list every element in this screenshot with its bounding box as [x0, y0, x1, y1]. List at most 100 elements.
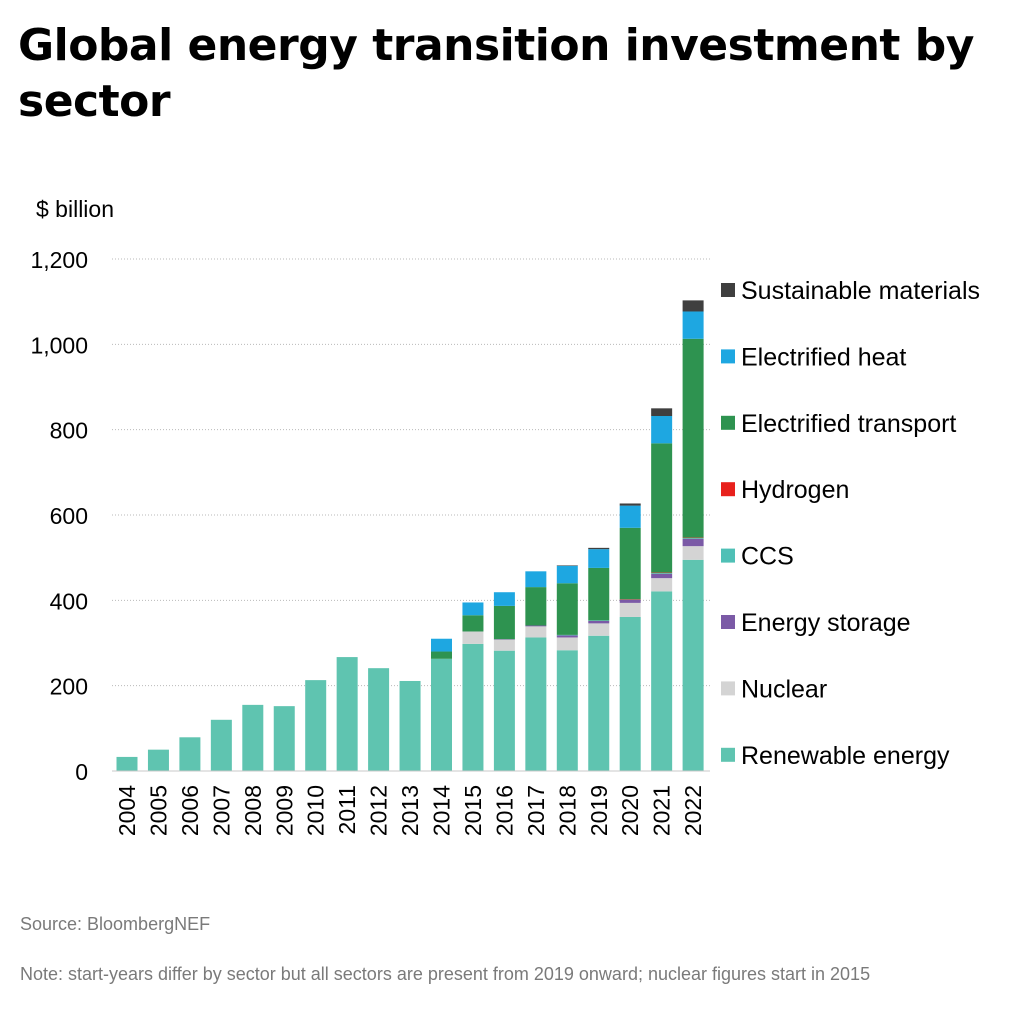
bar-segment-electrified-heat: [431, 638, 452, 652]
bar-segment-renewable-energy: [116, 756, 138, 771]
legend-swatch: [721, 615, 735, 629]
legend-label: Sustainable materials: [741, 277, 980, 305]
gridlines: [112, 258, 710, 687]
bar-segment-ccs: [651, 573, 673, 574]
y-tick-label: 200: [50, 674, 88, 700]
bar-segment-energy-storage: [619, 599, 641, 603]
y-tick-label: 0: [75, 759, 88, 785]
legend-label: Electrified transport: [741, 410, 956, 438]
legend-label: Hydrogen: [741, 476, 849, 504]
legend-swatch: [721, 747, 735, 762]
legend-item: Hydrogen: [721, 476, 849, 504]
bar-segment-renewable-energy: [399, 680, 421, 771]
bar-segment-renewable-energy: [493, 650, 515, 771]
bar-segment-ccs: [588, 620, 610, 621]
footnote: Note: start-years differ by sector but a…: [20, 964, 871, 984]
bars: [116, 300, 704, 771]
x-tick-label: 2013: [397, 785, 423, 836]
legend-item: CCS: [721, 543, 794, 571]
bar-segment-renewable-energy: [588, 635, 610, 771]
bar-segment-sustainable-materials: [588, 547, 610, 550]
bar-segment-electrified-transport: [462, 615, 484, 632]
x-tick-label: 2009: [271, 785, 297, 836]
bar-segment-renewable-energy: [179, 737, 201, 771]
bar-segment-energy-storage: [556, 635, 578, 638]
bar-segment-electrified-heat: [462, 602, 484, 616]
x-tick-label: 2004: [114, 785, 140, 836]
bar-segment-energy-storage: [525, 625, 547, 627]
bar-segment-renewable-energy: [682, 559, 704, 771]
bar-segment-renewable-energy: [556, 650, 578, 771]
legend-label: CCS: [741, 543, 794, 571]
bar-segment-energy-storage: [651, 573, 673, 579]
bar-segment-renewable-energy: [368, 668, 390, 771]
x-tick-label: 2010: [303, 785, 329, 836]
bar-segment-nuclear: [588, 623, 610, 636]
y-tick-label: 600: [50, 503, 88, 529]
bar-segment-sustainable-materials: [619, 503, 641, 506]
bar-segment-electrified-transport: [525, 587, 547, 626]
bar-segment-sustainable-materials: [651, 408, 673, 417]
x-tick-label: 2021: [649, 785, 675, 836]
x-tick-label: 2015: [460, 785, 486, 836]
bar-segment-electrified-heat: [619, 505, 641, 528]
legend-swatch: [721, 415, 735, 430]
bar-segment-renewable-energy: [210, 719, 232, 771]
bar-segment-electrified-transport: [651, 443, 673, 573]
bar-segment-renewable-energy: [336, 657, 358, 771]
x-tick-label: 2012: [366, 785, 392, 836]
bar-segment-sustainable-materials: [682, 300, 704, 312]
bar-segment-renewable-energy: [242, 704, 264, 771]
bar-segment-energy-storage: [682, 538, 704, 547]
legend-item: Sustainable materials: [721, 277, 980, 305]
legend-label: Nuclear: [741, 675, 827, 703]
bar-segment-electrified-transport: [619, 527, 641, 600]
x-tick-label: 2019: [586, 785, 612, 836]
x-tick-label: 2020: [617, 785, 643, 836]
bar-segment-ccs: [682, 538, 704, 539]
x-tick-label: 2005: [145, 785, 171, 836]
bar-segment-electrified-heat: [588, 549, 610, 568]
bar-segment-nuclear: [556, 637, 578, 651]
x-tick-label: 2018: [554, 785, 580, 836]
x-tick-label: 2008: [240, 785, 266, 836]
stacked-bar-chart: 0 200 400 600 800 1,000 1,200 2004 2005 2006 2007…: [30, 247, 980, 836]
bar-segment-nuclear: [462, 631, 484, 644]
bar-segment-ccs: [619, 599, 641, 600]
x-tick-label: 2011: [334, 785, 360, 834]
y-tick-label: 1,200: [30, 247, 88, 273]
legend-item: Energy storage: [721, 609, 911, 637]
bar-segment-renewable-energy: [651, 591, 673, 771]
bar-segment-nuclear: [493, 639, 515, 651]
bar-segment-sustainable-materials: [556, 565, 578, 566]
legend-swatch: [721, 548, 735, 563]
y-axis-tick-labels: 0 200 400 600 800 1,000 1,200: [30, 247, 88, 785]
bar-segment-electrified-heat: [493, 592, 515, 606]
bar-segment-renewable-energy: [462, 643, 484, 771]
legend-label: Energy storage: [741, 609, 911, 637]
source-note: Source: BloombergNEF: [20, 914, 211, 934]
x-tick-label: 2022: [680, 785, 706, 836]
bar-segment-renewable-energy: [619, 616, 641, 771]
bar-segment-electrified-heat: [556, 565, 578, 584]
legend-swatch: [721, 482, 735, 497]
bar-segment-electrified-heat: [682, 311, 704, 339]
bar-segment-energy-storage: [588, 620, 610, 624]
bar-segment-nuclear: [682, 546, 704, 560]
legend-label: Renewable energy: [741, 742, 950, 770]
y-axis-unit-label: $ billion: [36, 196, 114, 222]
bar-segment-electrified-heat: [525, 571, 547, 588]
legend-swatch: [721, 681, 735, 696]
bar-segment-hydrogen: [651, 572, 673, 574]
bar-segment-nuclear: [651, 578, 673, 592]
y-tick-label: 1,000: [30, 332, 88, 358]
y-tick-label: 800: [50, 418, 88, 444]
legend-item: Electrified heat: [721, 343, 906, 371]
bar-segment-hydrogen: [619, 599, 641, 600]
y-tick-label: 400: [50, 588, 88, 614]
bar-segment-renewable-energy: [431, 658, 452, 771]
bar-segment-ccs: [556, 634, 578, 636]
legend-item: Nuclear: [721, 675, 827, 703]
bar-segment-renewable-energy: [525, 637, 547, 771]
bar-segment-renewable-energy: [273, 706, 295, 771]
